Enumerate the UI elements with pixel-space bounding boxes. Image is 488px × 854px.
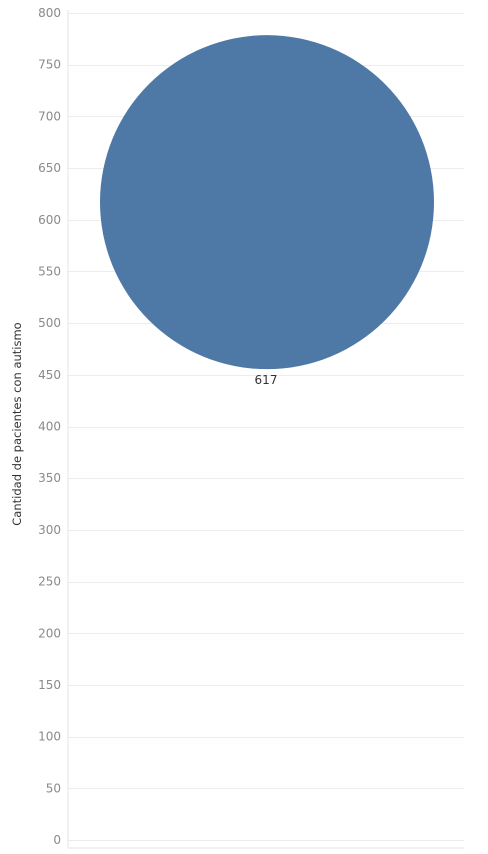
y-tick-label-50: 50 xyxy=(46,781,61,795)
y-tick-label-400: 400 xyxy=(38,420,61,434)
data-label-0: 617 xyxy=(255,373,278,387)
y-tick-label-600: 600 xyxy=(38,213,61,227)
data-bubble-0[interactable] xyxy=(100,35,434,370)
y-tick-label-0: 0 xyxy=(53,833,61,847)
y-axis-title: Cantidad de pacientes con autismo xyxy=(10,322,24,525)
y-tick-label-350: 350 xyxy=(38,471,61,485)
y-tick-label-200: 200 xyxy=(38,626,61,640)
y-tick-label-150: 150 xyxy=(38,678,61,692)
y-axis-ticks: 0 50 100 150 200 250 300 350 400 450 500 550 600 650 7… xyxy=(38,6,61,847)
y-tick-label-300: 300 xyxy=(38,523,61,537)
y-tick-label-750: 750 xyxy=(38,58,61,72)
y-tick-label-700: 700 xyxy=(38,109,61,123)
y-tick-label-650: 650 xyxy=(38,161,61,175)
y-tick-label-250: 250 xyxy=(38,575,61,589)
y-tick-label-450: 450 xyxy=(38,368,61,382)
y-tick-label-550: 550 xyxy=(38,264,61,278)
y-tick-label-100: 100 xyxy=(38,730,61,744)
y-tick-label-800: 800 xyxy=(38,6,61,20)
data-marks: 617 xyxy=(100,35,434,387)
y-tick-label-500: 500 xyxy=(38,316,61,330)
